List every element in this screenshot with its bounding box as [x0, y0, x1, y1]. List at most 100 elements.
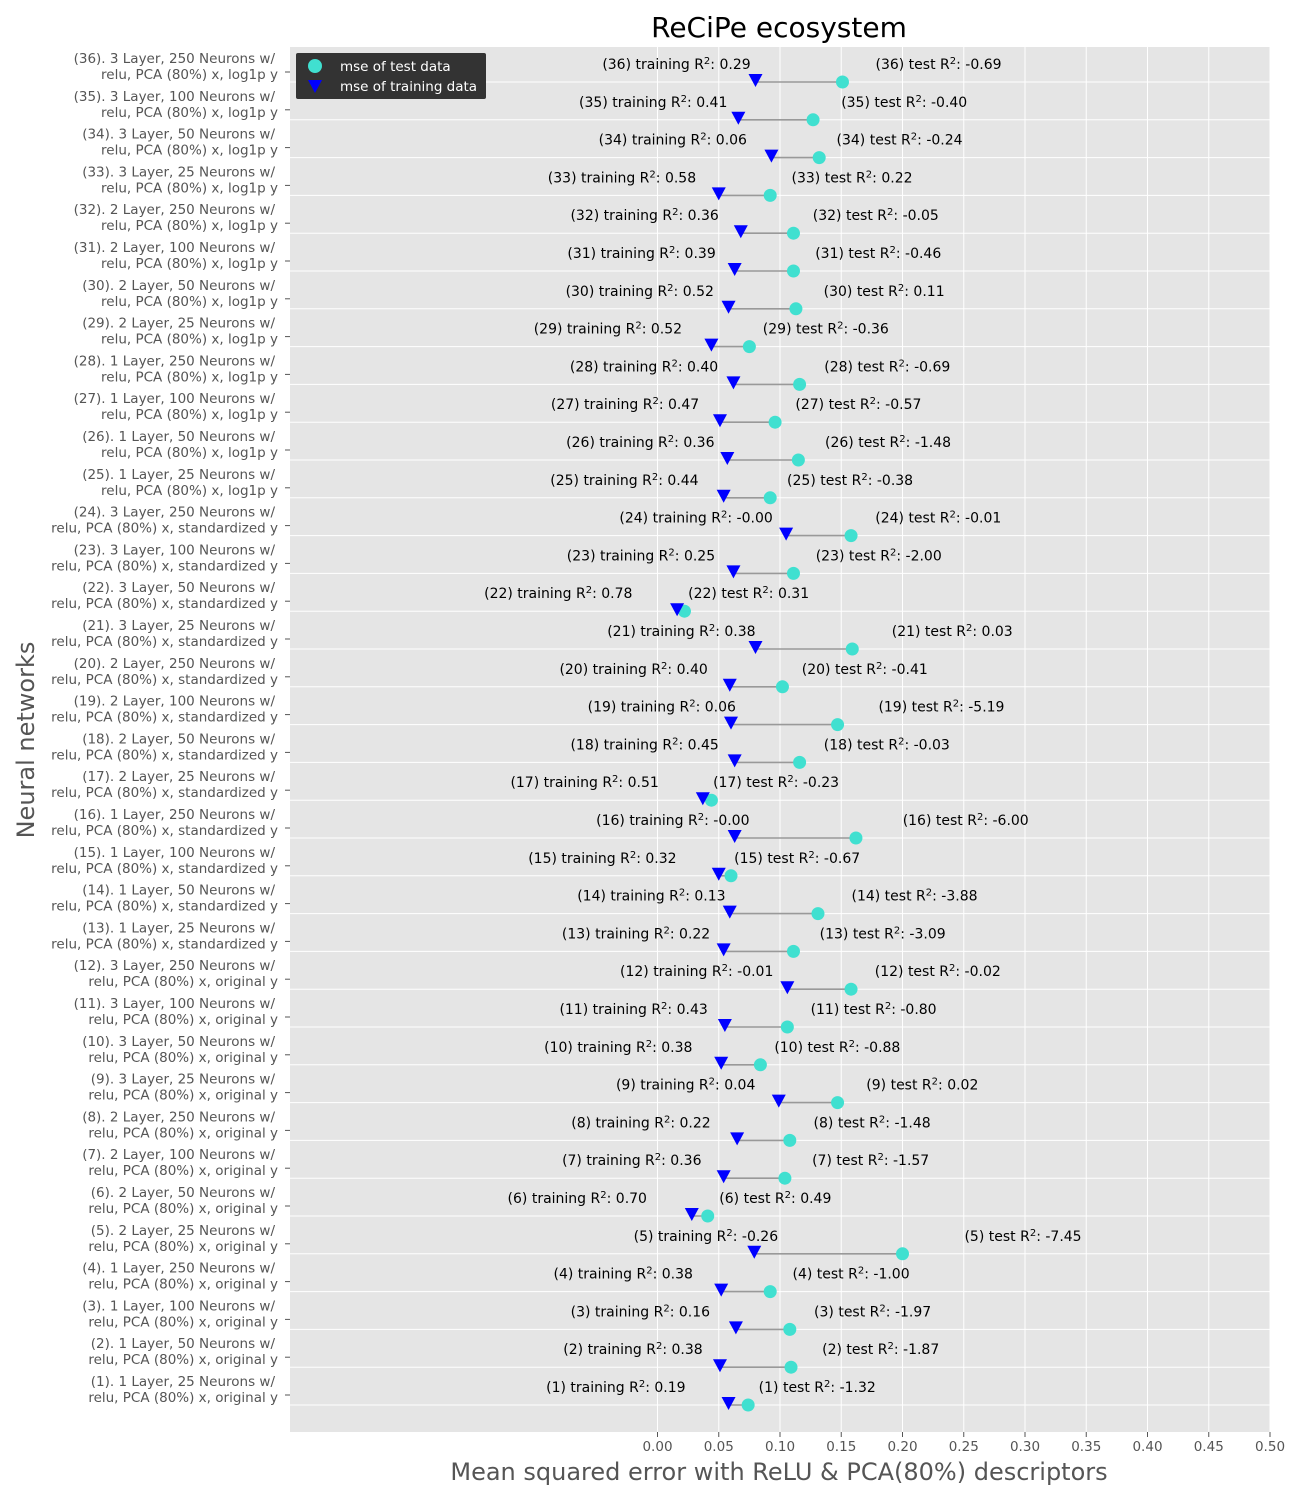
test-r2-annotation: (22) test R2: 0.31	[688, 585, 809, 603]
train-mse-marker	[722, 678, 737, 692]
test-mse-marker	[763, 491, 777, 505]
legend-test-marker	[308, 59, 322, 73]
superscript-2: 2	[950, 56, 956, 67]
network-label-line1: (9). 3 Layer, 25 Neurons w/	[91, 1072, 276, 1088]
train-mse-marker	[747, 1245, 762, 1259]
test-mse-marker	[786, 264, 800, 278]
network-label-line2: relu, PCA (80%) x, standardized y	[51, 747, 278, 763]
test-mse-marker	[793, 755, 807, 769]
superscript-2: 2	[898, 736, 904, 747]
network-label-line2: relu, PCA (80%) x, log1p y	[101, 483, 278, 499]
network-label-line1: (31). 2 Layer, 100 Neurons w/	[74, 240, 276, 256]
test-r2-value: : -2.00	[896, 548, 941, 564]
superscript-2: 2	[668, 547, 674, 558]
network-label-line1: (23). 3 Layer, 100 Neurons w/	[74, 542, 276, 558]
train-r2-value: : 0.41	[687, 95, 727, 111]
network-label-line1: (1). 1 Layer, 25 Neurons w/	[91, 1374, 276, 1390]
train-r2-prefix: (14) training R	[577, 889, 679, 905]
test-mse-marker	[775, 680, 789, 694]
test-mse-marker	[849, 831, 863, 845]
train-r2-annotation: (36) training R2: 0.29	[602, 56, 750, 74]
superscript-2: 2	[877, 1152, 883, 1163]
x-tick-label: 0.40	[1132, 1439, 1162, 1455]
network-label-line1: (34). 3 Layer, 50 Neurons w/	[82, 127, 275, 143]
test-r2-prefix: (20) test R	[802, 662, 877, 678]
test-r2-prefix: (16) test R	[903, 813, 978, 829]
test-r2-annotation: (27) test R2: -0.57	[795, 396, 921, 414]
network-label-line2: relu, PCA (80%) x, log1p y	[101, 332, 278, 348]
superscript-2: 2	[586, 585, 592, 596]
markers	[670, 74, 909, 1412]
network-label-line1: (5). 2 Layer, 25 Neurons w/	[91, 1223, 276, 1239]
train-r2-annotation: (19) training R2: 0.06	[588, 698, 736, 716]
network-label-line2: relu, PCA (80%) x, original y	[88, 1277, 278, 1293]
network-label-line2: relu, PCA (80%) x, log1p y	[101, 143, 278, 159]
train-r2-value: : 0.36	[678, 208, 718, 224]
superscript-2: 2	[698, 812, 704, 823]
train-r2-value: : -0.26	[733, 1229, 778, 1245]
superscript-2: 2	[879, 1114, 885, 1125]
test-r2-annotation: (15) test R2: -0.67	[734, 849, 860, 867]
train-r2-prefix: (36) training R	[602, 57, 704, 73]
superscript-2: 2	[672, 736, 678, 747]
network-label-line1: (21). 3 Layer, 25 Neurons w/	[82, 618, 275, 634]
test-r2-annotation: (12) test R2: -0.02	[875, 963, 1001, 981]
train-r2-annotation: (13) training R2: 0.22	[562, 925, 710, 943]
train-r2-annotation: (34) training R2: 0.06	[599, 131, 747, 149]
test-r2-annotation: (32) test R2: -0.05	[813, 207, 939, 225]
train-r2-annotation: (15) training R2: 0.32	[528, 849, 676, 867]
superscript-2: 2	[808, 849, 814, 860]
x-axis-title: Mean squared error with ReLU & PCA(80%) …	[450, 1458, 1107, 1486]
test-r2-prefix: (24) test R	[875, 511, 950, 527]
network-label-line1: (36). 3 Layer, 250 Neurons w/	[74, 51, 276, 67]
test-mse-marker	[780, 1020, 794, 1034]
network-label-line1: (13). 1 Layer, 25 Neurons w/	[82, 920, 275, 936]
train-mse-marker	[728, 1321, 743, 1335]
network-label-line2: relu, PCA (80%) x, standardized y	[51, 899, 278, 915]
train-r2-prefix: (21) training R	[607, 624, 709, 640]
test-r2-prefix: (11) test R	[811, 1002, 886, 1018]
test-r2-value: : -0.57	[876, 397, 921, 413]
test-r2-prefix: (31) test R	[815, 246, 890, 262]
superscript-2: 2	[709, 623, 715, 634]
test-mse-marker	[753, 1058, 767, 1072]
test-r2-value: : -0.69	[956, 57, 1001, 73]
network-label-line2: relu, PCA (80%) x, original y	[88, 1088, 278, 1104]
superscript-2: 2	[1030, 1227, 1036, 1238]
train-mse-marker	[721, 1397, 736, 1410]
x-tick-label: 0.15	[826, 1439, 856, 1455]
train-mse-marker	[730, 1132, 745, 1146]
test-r2-value: : -0.67	[815, 851, 860, 867]
test-r2-annotation: (5) test R2: -7.45	[964, 1227, 1081, 1245]
test-r2-annotation: (23) test R2: -2.00	[816, 547, 942, 565]
train-r2-prefix: (27) training R	[551, 397, 653, 413]
test-r2-annotation: (17) test R2: -0.23	[713, 774, 839, 792]
test-r2-prefix: (34) test R	[837, 133, 912, 149]
test-r2-prefix: (4) test R	[792, 1267, 858, 1283]
train-r2-value: : 0.51	[618, 775, 658, 791]
test-r2-prefix: (28) test R	[824, 359, 899, 375]
test-mse-marker	[783, 1133, 797, 1147]
test-mse-marker	[778, 1171, 792, 1185]
legend-test-label: mse of test data	[340, 59, 451, 75]
network-label-line2: relu, PCA (80%) x, log1p y	[101, 407, 278, 423]
test-r2-value: : -1.48	[885, 1115, 930, 1131]
test-r2-annotation: (9) test R2: 0.02	[866, 1076, 978, 1094]
test-r2-value: : -0.38	[868, 473, 913, 489]
train-mse-marker	[720, 452, 735, 465]
network-label-line2: relu, PCA (80%) x, original y	[88, 1201, 278, 1217]
train-r2-value: : 0.58	[656, 170, 696, 186]
test-r2-prefix: (13) test R	[820, 926, 895, 942]
test-r2-prefix: (21) test R	[892, 624, 967, 640]
train-r2-prefix: (25) training R	[550, 473, 652, 489]
test-r2-prefix: (7) test R	[812, 1153, 878, 1169]
test-r2-prefix: (14) test R	[851, 889, 926, 905]
superscript-2: 2	[849, 1038, 855, 1049]
train-r2-value: : 0.44	[658, 473, 698, 489]
train-mse-marker	[731, 111, 746, 125]
test-r2-prefix: (26) test R	[825, 435, 900, 451]
train-r2-value: : 0.38	[662, 1342, 702, 1358]
superscript-2: 2	[721, 509, 727, 520]
test-mse-marker	[783, 1322, 797, 1336]
